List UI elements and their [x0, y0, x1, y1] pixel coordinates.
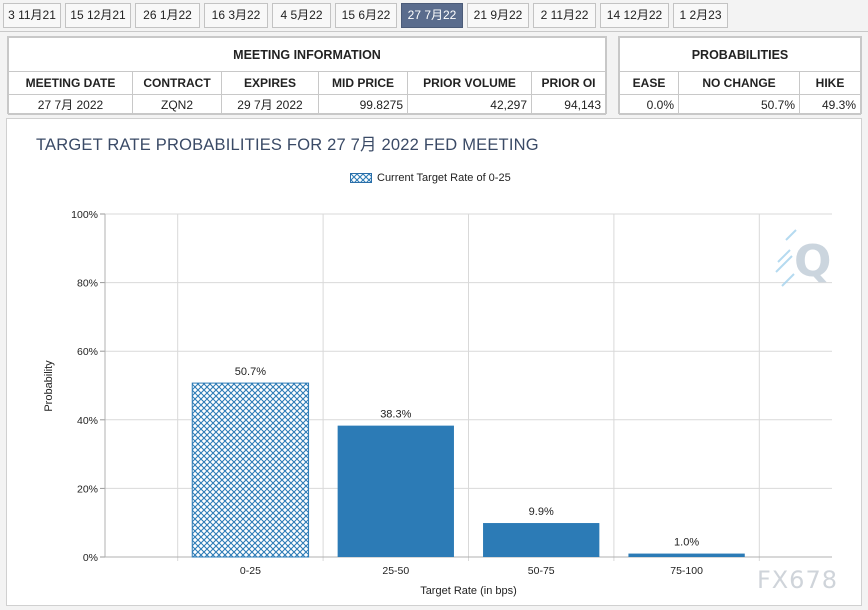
bar-50-75: [483, 523, 600, 557]
bar-value-label: 50.7%: [235, 366, 266, 378]
probabilities-title: PROBABILITIES: [619, 37, 861, 72]
tab-3-11月21[interactable]: 3 11月21: [3, 3, 61, 28]
bar-75-100: [628, 553, 745, 557]
svg-text:Q: Q: [794, 236, 831, 287]
x-tick-label: 25-50: [382, 565, 409, 577]
chart-labels: 0% 20% 40% 60% 80% 100% 50.7% 0-25 38.3% 25-50 9.9…: [43, 209, 703, 597]
y-tick-label: 0%: [83, 552, 98, 564]
q-logo-icon: Q: [775, 229, 831, 287]
x-axis-title: Target Rate (in bps): [420, 585, 517, 597]
meeting-date-value: 27 7月 2022: [8, 94, 133, 115]
header-hike: HIKE: [799, 71, 861, 95]
header-ease: EASE: [619, 71, 679, 95]
tab-4-5月22[interactable]: 4 5月22: [272, 3, 331, 28]
chart-bars: [191, 382, 745, 558]
tab-26-1月22[interactable]: 26 1月22: [135, 3, 200, 28]
tab-14-12月22[interactable]: 14 12月22: [600, 3, 669, 28]
bar-0-25: [191, 382, 310, 558]
y-tick-label: 60%: [77, 346, 98, 358]
bar-25-50: [337, 425, 454, 557]
y-tick-label: 80%: [77, 278, 98, 290]
header-meeting-date: MEETING DATE: [8, 71, 133, 95]
chart-legend: Current Target Rate of 0-25: [350, 172, 511, 184]
meeting-information-table: MEETING INFORMATION MEETING DATE CONTRAC…: [8, 37, 606, 115]
probabilities-table: PROBABILITIES EASE NO CHANGE HIKE 0.0% 5…: [619, 37, 861, 115]
bar-value-label: 9.9%: [529, 506, 554, 518]
bar-value-label: 38.3%: [380, 409, 411, 421]
x-tick-label: 75-100: [670, 565, 703, 577]
header-contract: CONTRACT: [132, 71, 222, 95]
mid-price-value: 99.8275: [318, 94, 408, 115]
hatch-legend-swatch: [350, 173, 372, 183]
bar-value-label: 1.0%: [674, 537, 699, 549]
hike-value: 49.3%: [799, 94, 861, 115]
tab-16-3月22[interactable]: 16 3月22: [204, 3, 268, 28]
meeting-information-panel: MEETING INFORMATION MEETING DATE CONTRAC…: [7, 36, 607, 115]
y-tick-label: 40%: [77, 415, 98, 427]
legend-label: Current Target Rate of 0-25: [377, 172, 511, 184]
tab-15-6月22[interactable]: 15 6月22: [335, 3, 397, 28]
y-axis-title: Probability: [43, 360, 55, 412]
x-tick-label: 50-75: [528, 565, 555, 577]
probabilities-panel: PROBABILITIES EASE NO CHANGE HIKE 0.0% 5…: [618, 36, 862, 115]
tab-27-7月22[interactable]: 27 7月22: [401, 3, 463, 28]
tab-2-11月22[interactable]: 2 11月22: [533, 3, 596, 28]
tab-1-2月23[interactable]: 1 2月23: [673, 3, 728, 28]
header-mid-price: MID PRICE: [318, 71, 408, 95]
tab-15-12月21[interactable]: 15 12月21: [65, 3, 131, 28]
no-change-value: 50.7%: [678, 94, 800, 115]
y-tick-label: 20%: [77, 483, 98, 495]
meeting-information-title: MEETING INFORMATION: [8, 37, 606, 72]
ease-value: 0.0%: [619, 94, 679, 115]
x-tick-label: 0-25: [240, 565, 261, 577]
header-no-change: NO CHANGE: [678, 71, 800, 95]
tab-21-9月22[interactable]: 21 9月22: [467, 3, 529, 28]
meeting-date-tabs: 3 11月21 15 12月21 26 1月22 16 3月22 4 5月22 15 6月…: [0, 0, 868, 32]
prior-oi-value: 94,143: [531, 94, 606, 115]
watermark: FX678: [756, 566, 838, 594]
y-tick-label: 100%: [71, 209, 98, 221]
chart-title: TARGET RATE PROBABILITIES FOR 27 7月 2022…: [36, 136, 539, 154]
